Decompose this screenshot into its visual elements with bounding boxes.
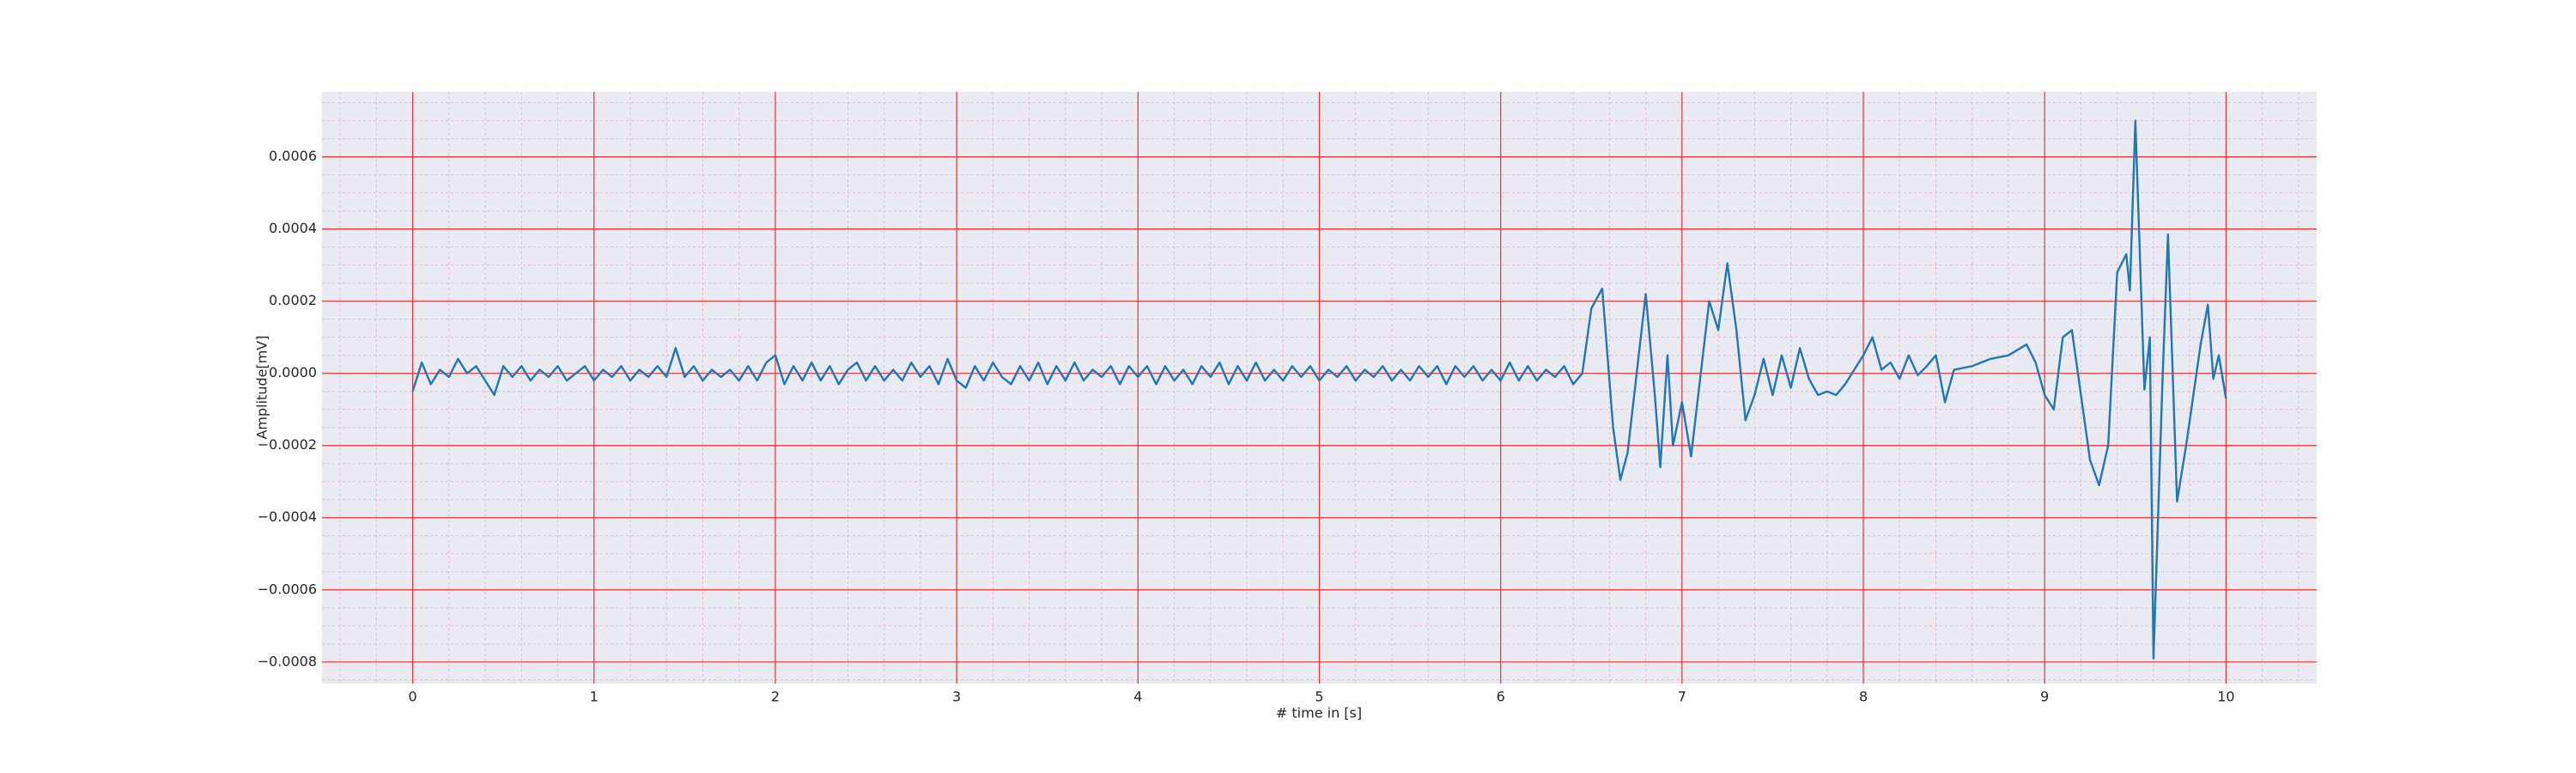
x-tick-label: 4 [1133, 689, 1142, 705]
y-tick-label: 0.0002 [269, 292, 317, 308]
x-tick-label: 7 [1678, 689, 1686, 705]
y-tick-label: −0.0002 [258, 436, 317, 453]
y-tick-label: −0.0008 [258, 653, 317, 669]
x-tick-label: 2 [771, 689, 780, 705]
x-tick-label: 6 [1497, 689, 1505, 705]
y-tick-label: −0.0004 [258, 508, 317, 525]
x-tick-label: 8 [1859, 689, 1868, 705]
x-tick-label: 10 [2217, 689, 2234, 705]
x-tick-label: 9 [2040, 689, 2049, 705]
x-tick-label: 5 [1315, 689, 1323, 705]
y-tick-label: 0.0006 [269, 148, 317, 164]
x-tick-label: 1 [590, 689, 598, 705]
y-tick-label: 0.0004 [269, 220, 317, 236]
x-tick-label: 3 [952, 689, 961, 705]
x-axis-label: # time in [s] [1276, 705, 1362, 721]
y-axis-label: Amplitude[mV] [254, 335, 270, 439]
y-tick-label: −0.0006 [258, 581, 317, 597]
y-tick-label: 0.0000 [269, 364, 317, 380]
data-line [411, 119, 2227, 660]
x-tick-label: 0 [408, 689, 416, 705]
grid [322, 92, 2317, 684]
